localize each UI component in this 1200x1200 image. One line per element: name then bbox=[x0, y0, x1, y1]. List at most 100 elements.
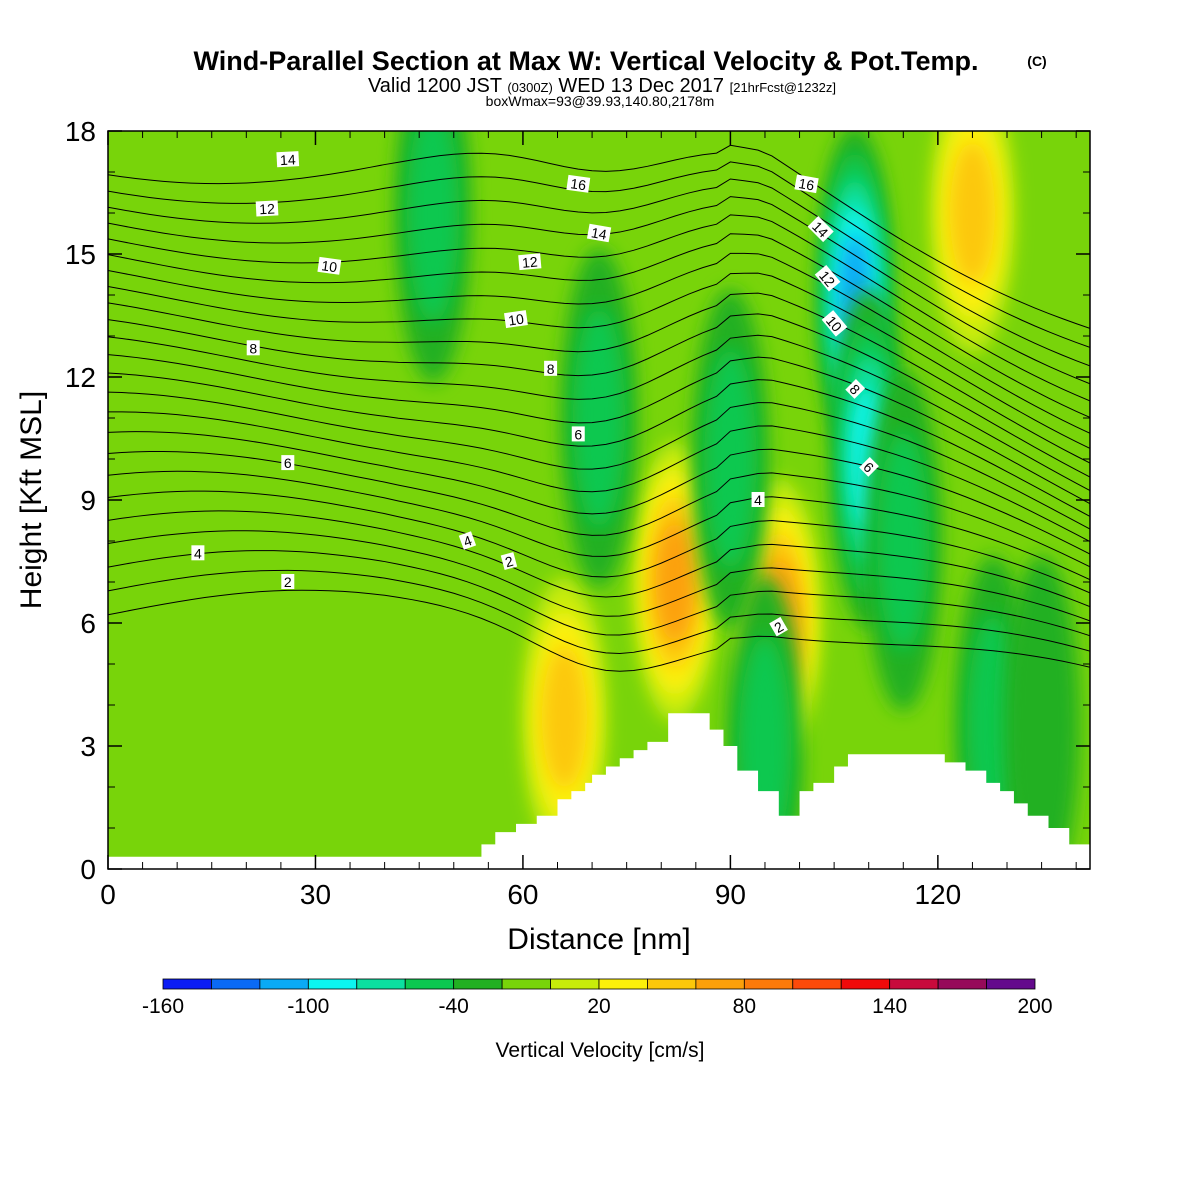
theta-contour-line-6 bbox=[108, 470, 1090, 581]
theta-label-text: 14 bbox=[590, 224, 608, 242]
theta-label-box bbox=[544, 360, 558, 376]
theta-contour-line-13 bbox=[108, 334, 1090, 491]
colorbar-label-20: 20 bbox=[587, 995, 610, 1018]
theta-label-box bbox=[281, 455, 295, 471]
theta-label-text: 12 bbox=[521, 254, 538, 271]
colorbar-label-80: 80 bbox=[733, 995, 756, 1018]
theta-label-text: 10 bbox=[320, 257, 338, 275]
valid-time-subtitle: Valid 1200 JST (0300Z) WED 13 Dec 2017 [… bbox=[368, 75, 836, 97]
theta-contour-line-21 bbox=[108, 178, 1090, 367]
theta-label-box bbox=[571, 426, 585, 442]
theta-contour-line-9 bbox=[108, 411, 1090, 542]
theta-contour-line-15 bbox=[108, 292, 1090, 464]
theta-label-13: 4 bbox=[458, 531, 477, 550]
colorbar-swatch-40 bbox=[647, 978, 697, 990]
y-tick-label-18: 18 bbox=[65, 116, 96, 147]
theta-label-9: 12 bbox=[518, 253, 542, 271]
y-tick-label-15: 15 bbox=[65, 239, 96, 270]
colorbar-swatch-100 bbox=[792, 978, 842, 990]
theta-label-17: 12 bbox=[814, 265, 841, 292]
theta-label-19: 8 bbox=[845, 379, 866, 399]
theta-label-box bbox=[586, 223, 612, 243]
colorbar: -160 -100 -40 20 80 140 200 bbox=[142, 978, 1053, 1018]
theta-contour-line-18 bbox=[108, 233, 1090, 418]
theta-label-12: 6 bbox=[571, 426, 585, 442]
axes: 0 30 60 90 120 0 3 6 9 12 15 18 bbox=[65, 116, 1090, 910]
updraft-core-0-level-3 bbox=[655, 522, 695, 642]
theta-label-box bbox=[317, 256, 342, 275]
theta-contour-line-3 bbox=[108, 530, 1090, 622]
theta-label-6: 2 bbox=[281, 574, 295, 590]
downdraft-core-9-level-1 bbox=[704, 349, 757, 569]
theta-label-text: 12 bbox=[259, 200, 276, 217]
theta-label-box bbox=[769, 616, 788, 637]
theta-contour-line-0 bbox=[108, 589, 1090, 672]
colorbar-swatch-0 bbox=[550, 978, 600, 990]
colorbar-swatch--120 bbox=[259, 978, 309, 990]
downdraft-core-6-level-1 bbox=[877, 431, 930, 651]
theta-label-15: 16 bbox=[794, 174, 819, 194]
theta-contour-line-23 bbox=[108, 144, 1090, 329]
y-tick-label-0: 0 bbox=[80, 854, 96, 885]
colorbar-label--160: -160 bbox=[142, 995, 184, 1018]
theta-contour-line-2 bbox=[108, 550, 1090, 637]
updraft-core-3-level-2 bbox=[949, 141, 996, 285]
theta-label-21: 4 bbox=[751, 492, 765, 508]
chart-title: Wind-Parallel Section at Max W: Vertical… bbox=[194, 46, 979, 76]
theta-contour-line-5 bbox=[108, 490, 1090, 594]
colorbar-title: Vertical Velocity [cm/s] bbox=[496, 1039, 705, 1062]
y-tick-label-6: 6 bbox=[80, 608, 96, 639]
theta-label-text: 14 bbox=[280, 151, 297, 168]
theta-contour-line-17 bbox=[108, 252, 1090, 434]
theta-contour-line-14 bbox=[108, 313, 1090, 478]
y-tick-label-12: 12 bbox=[65, 362, 96, 393]
x-tick-label-120: 120 bbox=[914, 879, 961, 910]
theta-label-box bbox=[504, 310, 528, 329]
theta-label-box bbox=[566, 174, 591, 193]
theta-contour-line-8 bbox=[108, 431, 1090, 555]
theta-label-10: 10 bbox=[504, 310, 528, 329]
theta-label-5: 4 bbox=[191, 545, 205, 561]
theta-label-box bbox=[807, 215, 834, 243]
theta-contour-line-4 bbox=[108, 510, 1090, 608]
theta-label-text: 6 bbox=[574, 426, 582, 442]
theta-label-box bbox=[794, 174, 819, 194]
theta-label-box bbox=[500, 552, 518, 570]
valid-date: WED 13 Dec 2017 bbox=[558, 75, 724, 97]
theta-label-box bbox=[821, 310, 848, 337]
theta-label-7: 16 bbox=[566, 174, 591, 193]
theta-label-box bbox=[845, 379, 866, 399]
theta-label-text: 16 bbox=[797, 175, 815, 193]
theta-label-box bbox=[246, 340, 260, 356]
colorbar-swatch-20 bbox=[598, 978, 648, 990]
theta-label-0: 14 bbox=[276, 151, 300, 168]
terrain bbox=[108, 713, 1090, 869]
theta-label-22: 2 bbox=[769, 616, 788, 637]
theta-label-text: 2 bbox=[503, 553, 515, 571]
theta-label-4: 6 bbox=[281, 455, 295, 471]
theta-contour-labels: 14 12 10 8 6 4 2 16 14 12 10 8 6 4 2 16 14 12 10 8 6 4 2 bbox=[191, 151, 879, 637]
theta-label-box bbox=[814, 265, 841, 292]
theta-contour-line-16 bbox=[108, 272, 1090, 449]
theta-label-box bbox=[458, 531, 477, 550]
y-tick-label-9: 9 bbox=[80, 485, 96, 516]
colorbar-swatch-180 bbox=[986, 978, 1036, 990]
colorbar-swatch--160 bbox=[162, 978, 212, 990]
theta-label-18: 10 bbox=[821, 310, 848, 337]
y-axis-title: Height [Kft MSL] bbox=[15, 391, 48, 609]
x-tick-label-0: 0 bbox=[100, 879, 116, 910]
theta-label-16: 14 bbox=[807, 215, 834, 243]
x-tick-label-30: 30 bbox=[300, 879, 331, 910]
colorbar-swatch-160 bbox=[937, 978, 987, 990]
theta-contour-line-7 bbox=[108, 451, 1090, 568]
colorbar-swatch--60 bbox=[404, 978, 455, 990]
theta-label-1: 12 bbox=[255, 200, 279, 217]
y-tick-label-3: 3 bbox=[80, 731, 96, 762]
theta-label-text: 16 bbox=[569, 175, 587, 193]
theta-label-text: 8 bbox=[547, 361, 555, 377]
valid-prefix: Valid 1200 JST bbox=[368, 75, 502, 97]
theta-label-text: 2 bbox=[284, 574, 292, 590]
theta-label-box bbox=[276, 151, 300, 168]
theta-label-text: 6 bbox=[284, 455, 292, 471]
